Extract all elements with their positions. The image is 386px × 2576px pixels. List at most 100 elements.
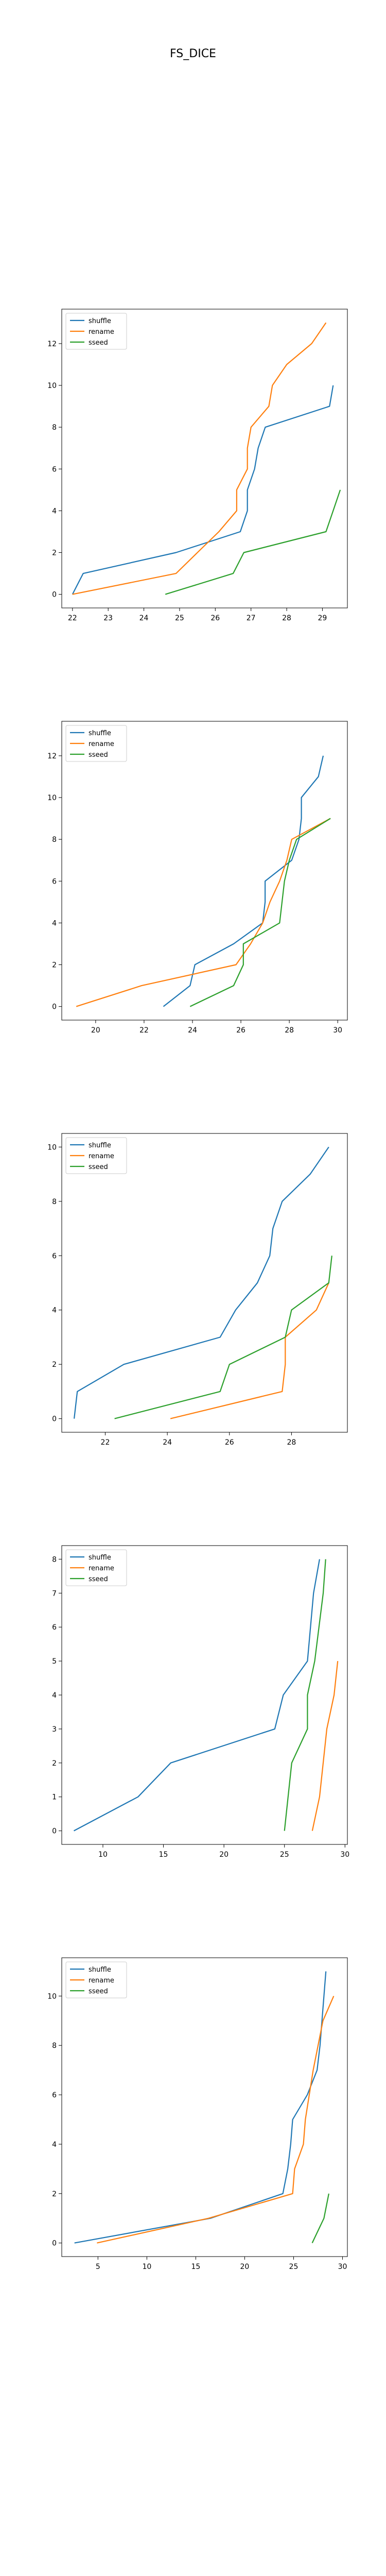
y-tick-label: 0 — [52, 2240, 57, 2248]
series-line-sseed — [114, 1256, 332, 1419]
y-tick-label: 0 — [52, 1003, 57, 1011]
legend: shuffle rename sseed — [65, 1137, 127, 1174]
legend-label-rename: rename — [89, 1977, 114, 1985]
legend-label-rename: rename — [89, 740, 114, 748]
legend-label-sseed: sseed — [89, 1575, 108, 1583]
y-tick-label: 3 — [52, 1725, 57, 1734]
legend-label-shuffle: shuffle — [89, 1966, 111, 1974]
legend: shuffle rename sseed — [65, 725, 127, 762]
series-line-sseed — [284, 1559, 326, 1831]
x-tick-label: 15 — [191, 2263, 200, 2271]
y-tick-label: 10 — [47, 794, 57, 802]
x-tick-label: 25 — [289, 2263, 299, 2271]
legend-box — [65, 1549, 127, 1586]
y-tick-label: 5 — [52, 1657, 57, 1666]
x-tick-label: 26 — [225, 1438, 234, 1447]
x-tick-label: 26 — [236, 1026, 245, 1035]
y-tick-label: 2 — [52, 961, 57, 970]
x-tick-label: 10 — [98, 1851, 108, 1859]
x-tick-label: 25 — [175, 614, 184, 622]
x-tick-label: 27 — [247, 614, 256, 622]
legend-label-sseed: sseed — [89, 751, 108, 759]
plot-frame — [61, 721, 348, 1021]
series-line-shuffle — [72, 385, 334, 595]
chart-1-svg: 22 23 24 25 26 27 28 29024681012shufflerenamess… — [47, 309, 348, 622]
y-tick-label: 2 — [52, 1361, 57, 1369]
x-tick-label: 25 — [280, 1851, 289, 1859]
legend: shuffle rename sseed — [65, 1961, 127, 1998]
y-tick-label: 2 — [52, 549, 57, 557]
x-tick-label: 5 — [96, 2263, 100, 2271]
y-tick-label: 12 — [47, 752, 57, 760]
x-tick-label: 24 — [139, 614, 149, 622]
y-tick-label: 4 — [52, 1691, 57, 1700]
x-tick-label: 10 — [142, 2263, 151, 2271]
chart-panel-2: 20 22 24 26 28 30 0 2 4 6 8 10 12 shuffle rename sseed — [0, 701, 386, 1061]
series-line-rename — [311, 1660, 339, 1831]
y-tick-label: 6 — [52, 465, 57, 473]
series-line-shuffle — [163, 755, 324, 1007]
y-tick-label: 10 — [47, 382, 57, 390]
legend-label-sseed: sseed — [89, 1988, 108, 1995]
y-tick-label: 6 — [52, 2091, 57, 2099]
y-tick-label: 4 — [52, 1307, 57, 1315]
y-tick-label: 6 — [52, 877, 57, 886]
y-tick-label: 8 — [52, 2042, 57, 2050]
x-tick-label: 30 — [338, 2263, 347, 2271]
y-tick-label: 4 — [52, 2141, 57, 2149]
plot-frame — [61, 1133, 348, 1433]
y-tick-label: 2 — [52, 1759, 57, 1768]
figure-title: FS_DICE — [170, 47, 216, 60]
chart-panel-1: 22 23 24 25 26 27 28 29 0 2 4 6 8 10 12 shuffle rename ss… — [0, 289, 386, 649]
x-tick-label: 30 — [340, 1851, 349, 1859]
x-tick-label: 20 — [240, 2263, 250, 2271]
x-tick-label: 20 — [219, 1851, 229, 1859]
legend-label-shuffle: shuffle — [89, 317, 111, 325]
y-tick-label: 8 — [52, 836, 57, 844]
chart-4-svg: 10 15 20 25 30 0 1 2 3 4 5 6 7 8 shuffle rename sseed — [52, 1545, 349, 1859]
legend-box — [65, 313, 127, 350]
x-tick-label: 22 — [101, 1438, 110, 1447]
legend-label-sseed: sseed — [89, 1163, 108, 1171]
y-tick-label: 6 — [52, 1623, 57, 1632]
legend-label-rename: rename — [89, 1565, 114, 1572]
y-tick-label: 12 — [47, 340, 57, 348]
series-line-shuffle — [74, 1971, 327, 2244]
legend: shuffle rename sseed — [65, 313, 127, 350]
y-tick-label: 0 — [52, 1415, 57, 1423]
y-tick-label: 8 — [52, 1555, 57, 1564]
chart-5-svg: 5 10 15 20 25 30 0 2 4 6 8 10 shuffle rename sseed — [47, 1957, 348, 2271]
y-tick-label: 6 — [52, 1252, 57, 1260]
legend: shuffle rename sseed — [65, 1549, 127, 1586]
chart-panel-5: 5 10 15 20 25 30 0 2 4 6 8 10 shuffle rename sseed — [0, 1937, 386, 2298]
y-tick-label: 8 — [52, 1198, 57, 1206]
legend-label-shuffle: shuffle — [89, 1554, 111, 1562]
series-line-rename — [170, 1282, 329, 1419]
legend-label-rename: rename — [89, 1153, 114, 1160]
series-line-rename — [97, 1995, 335, 2244]
x-tick-label: 22 — [68, 614, 77, 622]
plot-frame — [61, 1545, 348, 1845]
series-line-rename — [76, 818, 331, 1007]
x-tick-label: 23 — [103, 614, 113, 622]
legend-label-sseed: sseed — [89, 339, 108, 347]
legend-box — [65, 725, 127, 762]
x-tick-label: 24 — [188, 1026, 197, 1035]
x-tick-label: 28 — [285, 1026, 294, 1035]
x-tick-label: 29 — [318, 614, 327, 622]
x-tick-label: 28 — [282, 614, 291, 622]
y-tick-label: 4 — [52, 507, 57, 515]
legend-label-rename: rename — [89, 328, 114, 336]
plot-frame — [61, 1957, 348, 2257]
legend-box — [65, 1137, 127, 1174]
series-line-sseed — [311, 2193, 329, 2244]
series-line-shuffle — [74, 1146, 329, 1419]
series-line-shuffle — [73, 1559, 320, 1832]
y-tick-label: 10 — [47, 1992, 57, 2001]
y-tick-label: 0 — [52, 1827, 57, 1836]
chart-panel-4: 10 15 20 25 30 0 1 2 3 4 5 6 7 8 shuffle rename sseed — [0, 1525, 386, 1886]
series-line-sseed — [189, 818, 331, 1007]
legend-label-shuffle: shuffle — [89, 730, 111, 737]
